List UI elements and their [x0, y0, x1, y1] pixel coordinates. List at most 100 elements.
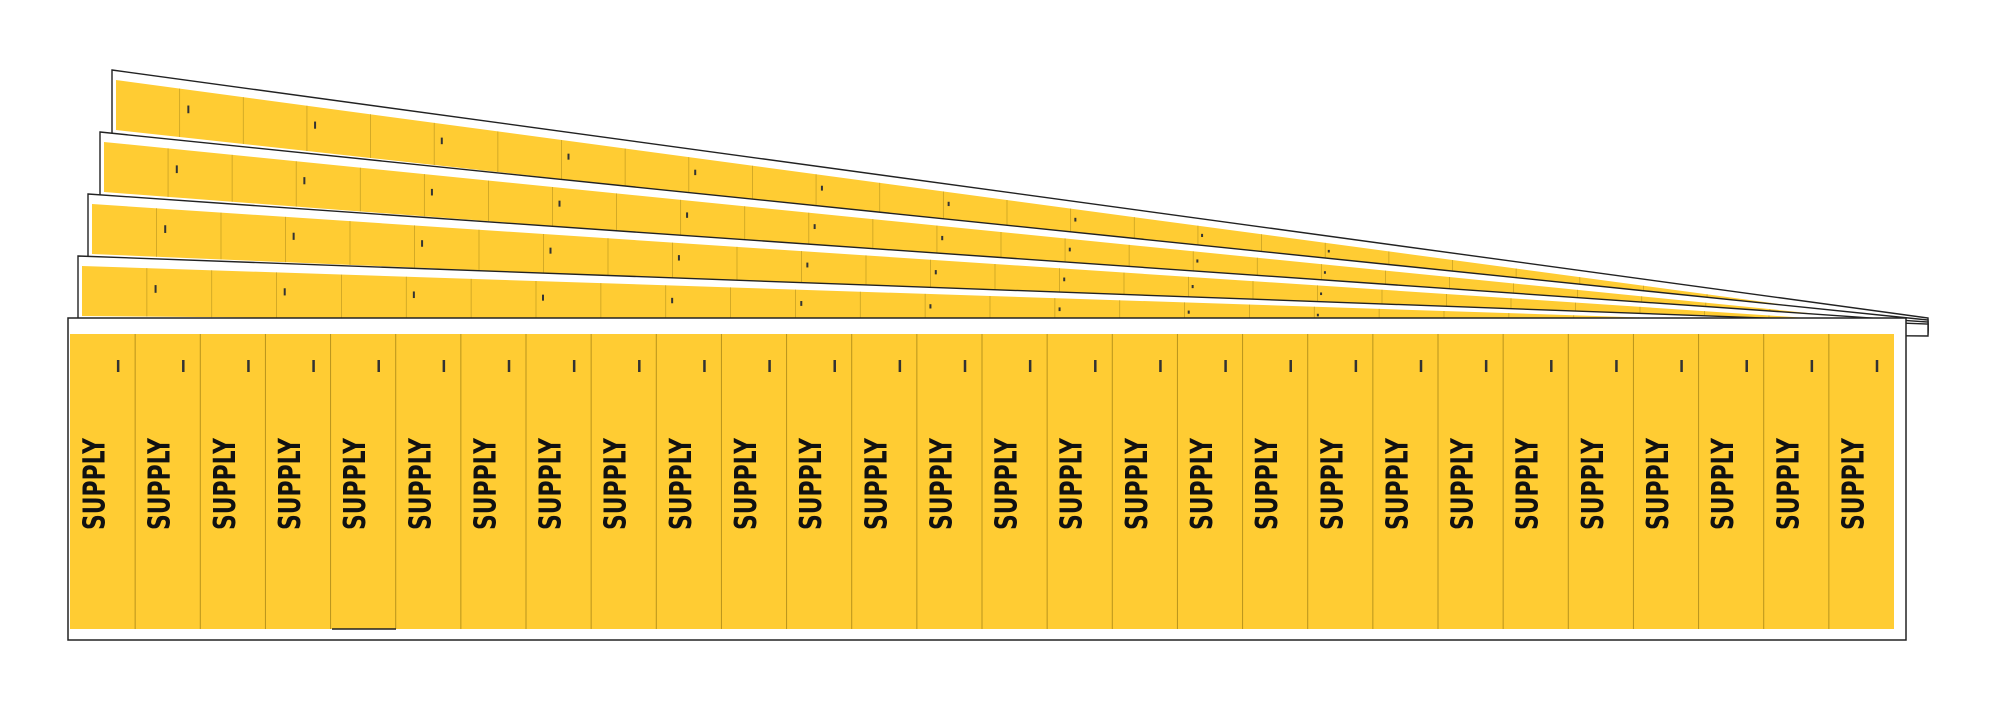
- marker-legend: SUPPLY: [664, 437, 699, 530]
- back-strip-mark: [677, 255, 680, 261]
- supply-marker: SUPPLY: [1828, 334, 1879, 629]
- marker-legend: SUPPLY: [924, 437, 959, 530]
- marker-legend: SUPPLY: [143, 437, 178, 530]
- back-strip-mark: [292, 232, 295, 240]
- marker-code-mark: [247, 360, 250, 372]
- back-strip-mark: [558, 200, 561, 207]
- marker-legend: SUPPLY: [338, 437, 373, 530]
- supply-marker: SUPPLY: [1307, 334, 1358, 629]
- supply-marker: SUPPLY: [981, 334, 1032, 629]
- back-strip: [77, 255, 1929, 337]
- supply-marker: SUPPLY: [264, 334, 315, 629]
- marker-code-mark: [1159, 360, 1162, 372]
- marker-legend: SUPPLY: [273, 437, 308, 530]
- back-strip-mark: [1320, 292, 1323, 296]
- marker-code-mark: [1028, 360, 1032, 372]
- back-strip-mark: [934, 270, 937, 275]
- marker-code-mark: [1094, 360, 1097, 372]
- back-strip-mark: [1316, 313, 1319, 317]
- back-strip-mark: [820, 185, 823, 191]
- back-strip: [111, 69, 1929, 331]
- back-strip-mark: [1074, 217, 1077, 222]
- supply-marker: SUPPLY: [330, 334, 380, 629]
- supply-marker: SUPPLY: [1372, 334, 1423, 629]
- marker-legend: SUPPLY: [1641, 437, 1676, 530]
- back-strip-mark: [806, 262, 809, 268]
- marker-legend: SUPPLY: [1315, 437, 1350, 530]
- back-strip-mark: [1063, 277, 1066, 282]
- supply-marker: SUPPLY: [134, 334, 185, 629]
- marker-code-mark: [1875, 360, 1879, 372]
- marker-legend: SUPPLY: [599, 437, 634, 530]
- back-strip-mark: [175, 165, 178, 174]
- back-strip-mark: [567, 153, 570, 160]
- marker-legend: SUPPLY: [1055, 437, 1090, 530]
- supply-marker: SUPPLY: [720, 334, 771, 629]
- marker-code-mark: [1484, 360, 1488, 372]
- back-strip-mark: [1323, 271, 1326, 274]
- marker-legend: SUPPLY: [1120, 437, 1155, 530]
- back-strip-mark: [1201, 233, 1204, 238]
- back-strip-mark: [800, 301, 803, 306]
- supply-marker: SUPPLY: [525, 334, 576, 629]
- supply-marker: SUPPLY: [1176, 334, 1227, 629]
- marker-code-mark: [1550, 360, 1553, 372]
- back-strip-mark: [947, 201, 950, 207]
- marker-code-mark: [1419, 360, 1423, 372]
- marker-code-mark: [1680, 360, 1683, 372]
- back-strip-mark: [412, 291, 415, 299]
- marker-code-mark: [703, 360, 706, 372]
- supply-marker: SUPPLY: [1502, 334, 1553, 629]
- marker-legend: SUPPLY: [990, 437, 1025, 530]
- supply-marker: SUPPLY: [786, 334, 836, 629]
- back-strip-mark: [671, 297, 674, 304]
- marker-legend: SUPPLY: [1576, 437, 1611, 530]
- supply-marker: SUPPLY: [590, 334, 641, 629]
- marker-code-mark: [1354, 360, 1358, 372]
- supply-marker: SUPPLY: [1437, 334, 1488, 629]
- marker-code-mark: [638, 360, 641, 372]
- marker-code-mark: [1745, 360, 1748, 372]
- marker-legend: SUPPLY: [468, 437, 503, 530]
- marker-legend: SUPPLY: [1511, 437, 1546, 530]
- supply-marker: SUPPLY: [1567, 334, 1618, 629]
- marker-code-mark: [898, 360, 902, 372]
- marker-code-mark: [572, 360, 576, 372]
- back-strips-group: [77, 69, 1929, 337]
- marker-legend: SUPPLY: [1771, 437, 1806, 530]
- back-strip-mark: [929, 304, 932, 309]
- front-strip: SUPPLY SUPPLY SUPPLY SUPPLY SUPPLY SUPPLY SUPP…: [67, 317, 1907, 641]
- back-strip-mark: [694, 169, 697, 176]
- supply-marker: SUPPLY: [1242, 334, 1292, 629]
- supply-marker: SUPPLY: [460, 334, 511, 629]
- marker-legend: SUPPLY: [859, 437, 894, 530]
- supply-marker: SUPPLY: [916, 334, 967, 629]
- back-strip-mark: [941, 235, 944, 241]
- marker-code-mark: [182, 360, 185, 372]
- back-strip-mark: [1058, 307, 1061, 312]
- marker-code-mark: [833, 360, 836, 372]
- marker-legend: SUPPLY: [1836, 437, 1871, 530]
- marker-code-mark: [1810, 360, 1814, 372]
- marker-code-mark: [963, 360, 967, 372]
- back-strip-mark: [421, 240, 424, 247]
- back-strip-mark: [1196, 259, 1199, 263]
- marker-legend: SUPPLY: [1706, 437, 1741, 530]
- marker-code-mark: [507, 360, 511, 372]
- marker-legend: SUPPLY: [1250, 437, 1285, 530]
- back-strip-mark: [686, 212, 689, 218]
- supply-marker: SUPPLY: [851, 334, 902, 629]
- marker-legend: SUPPLY: [403, 437, 438, 530]
- back-strip-mark: [1187, 310, 1190, 314]
- marker-code-mark: [1289, 360, 1292, 372]
- marker-legend: SUPPLY: [1446, 437, 1481, 530]
- marker-legend: SUPPLY: [78, 437, 113, 530]
- marker-code-mark: [116, 360, 120, 372]
- back-strip-mark: [187, 105, 190, 114]
- marker-legend: SUPPLY: [729, 437, 764, 530]
- supply-marker: SUPPLY: [1698, 334, 1748, 629]
- marker-code-mark: [377, 360, 380, 372]
- supply-marker: SUPPLY: [1111, 334, 1162, 629]
- back-strip-mark: [1327, 249, 1330, 253]
